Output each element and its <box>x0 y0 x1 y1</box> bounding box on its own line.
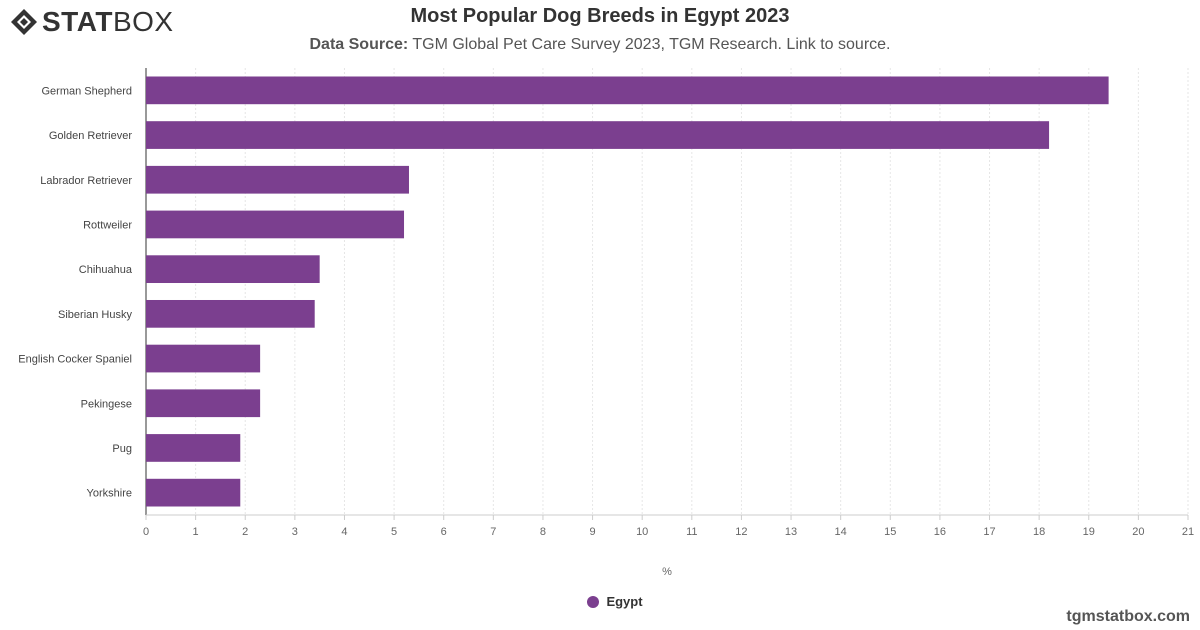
bar[interactable] <box>146 121 1050 149</box>
x-tick-label: 8 <box>540 526 546 538</box>
x-tick-label: 2 <box>242 526 248 538</box>
bar[interactable] <box>146 210 405 239</box>
bar[interactable] <box>146 478 241 507</box>
x-tick-label: 20 <box>1132 526 1144 538</box>
x-tick-label: 4 <box>341 526 347 538</box>
y-category-label: Golden Retriever <box>49 130 132 142</box>
y-category-label: Rottweiler <box>83 219 132 231</box>
y-category-label: Siberian Husky <box>58 309 132 321</box>
x-tick-label: 13 <box>785 526 797 538</box>
legend-marker <box>587 595 600 608</box>
y-category-label: Labrador Retriever <box>40 175 132 187</box>
source-label: Data Source: <box>309 36 409 53</box>
x-tick-label: 14 <box>835 526 847 538</box>
legend-label: Egypt <box>606 594 643 609</box>
x-tick-label: 10 <box>636 526 648 538</box>
bar[interactable] <box>146 434 241 462</box>
bar[interactable] <box>146 299 315 328</box>
y-category-label: Pekingese <box>81 398 132 410</box>
x-tick-label: 0 <box>143 526 149 538</box>
bar[interactable] <box>146 344 261 373</box>
x-tick-label: 12 <box>735 526 747 538</box>
x-axis-title: % <box>662 566 672 578</box>
x-tick-label: 6 <box>441 526 447 538</box>
chart-subtitle[interactable]: Data Source: TGM Global Pet Care Survey … <box>0 36 1200 54</box>
bar[interactable] <box>146 165 409 194</box>
y-category-label: German Shepherd <box>42 85 133 97</box>
y-category-label: Pug <box>112 443 132 455</box>
statbox-logo-icon <box>11 9 37 35</box>
x-tick-label: 15 <box>884 526 896 538</box>
footer-site[interactable]: tgmstatbox.com <box>1066 608 1190 625</box>
x-tick-label: 1 <box>193 526 199 538</box>
x-tick-label: 3 <box>292 526 298 538</box>
x-tick-label: 5 <box>391 526 397 538</box>
chart-legend[interactable]: Egypt <box>0 594 1200 609</box>
source-text: TGM Global Pet Care Survey 2023, TGM Res… <box>408 36 891 53</box>
brand-name: STATBOX <box>42 6 174 37</box>
x-tick-label: 7 <box>490 526 496 538</box>
x-tick-label: 19 <box>1083 526 1095 538</box>
y-category-label: English Cocker Spaniel <box>18 354 132 366</box>
bar[interactable] <box>146 76 1109 105</box>
x-tick-label: 9 <box>590 526 596 538</box>
x-tick-label: 16 <box>934 526 946 538</box>
brand-logo[interactable]: STATBOX <box>10 8 174 36</box>
y-category-label: Yorkshire <box>87 488 132 500</box>
x-tick-label: 11 <box>686 526 697 538</box>
x-tick-label: 17 <box>983 526 995 538</box>
bar[interactable] <box>146 389 261 418</box>
chart-title: Most Popular Dog Breeds in Egypt 2023 <box>410 5 790 27</box>
bar[interactable] <box>146 255 320 284</box>
x-tick-label: 18 <box>1033 526 1045 538</box>
x-tick-label: 21 <box>1182 526 1194 538</box>
y-category-label: Chihuahua <box>79 264 133 276</box>
